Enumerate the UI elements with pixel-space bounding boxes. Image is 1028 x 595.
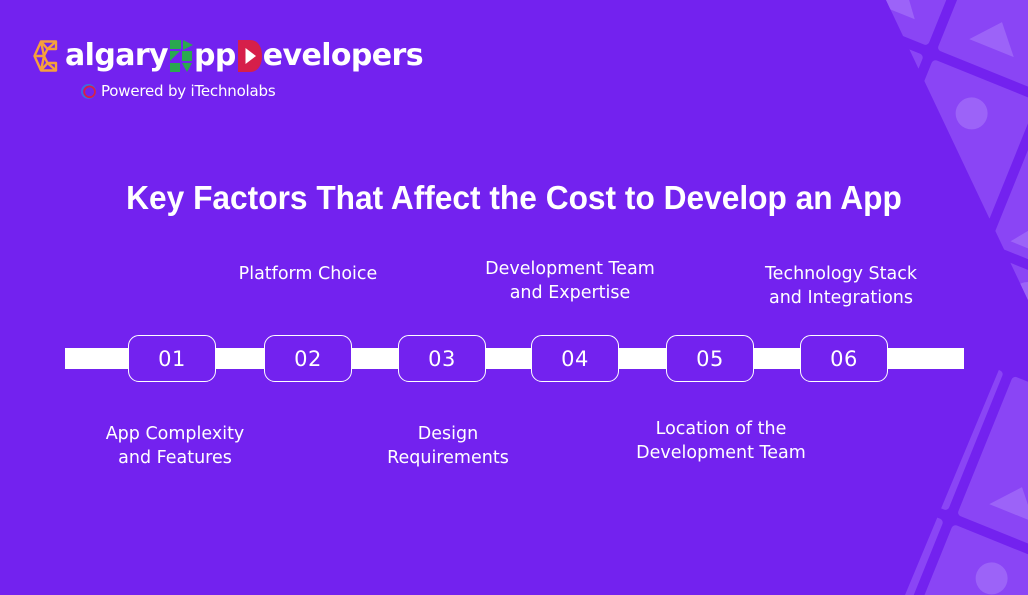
step-label-06: Technology Stack and Integrations: [764, 264, 918, 309]
step-number-04: 04: [561, 346, 589, 371]
logo-word-app: pp: [194, 38, 236, 73]
itechnolabs-ring-icon: [80, 83, 97, 100]
brand-logo[interactable]: algary pp: [32, 36, 424, 100]
step-number-02: 02: [294, 346, 322, 371]
label-slot-03: Design Requirements: [318, 422, 578, 470]
timeline-step-04[interactable]: 04: [531, 335, 619, 382]
step-number-01: 01: [158, 346, 186, 371]
hexagon-c-icon: [32, 38, 65, 74]
logo-word-developers: evelopers: [262, 38, 424, 73]
label-slot-01: App Complexity and Features: [45, 422, 305, 470]
step-number-05: 05: [696, 346, 724, 371]
step-label-02: Platform Choice: [238, 264, 378, 284]
step-label-04: Development Team and Expertise: [485, 259, 655, 304]
page-title: Key Factors That Affect the Cost to Deve…: [126, 179, 902, 217]
logo-wordmark: algary pp: [32, 36, 424, 76]
triangle-a-icon: [168, 39, 194, 73]
timeline-step-01[interactable]: 01: [128, 335, 216, 382]
timeline-step-06[interactable]: 06: [800, 335, 888, 382]
step-number-03: 03: [428, 346, 456, 371]
logo-tagline-row: Powered by iTechnolabs: [80, 82, 362, 100]
timeline-step-05[interactable]: 05: [666, 335, 754, 382]
play-d-icon: [236, 39, 263, 73]
timeline-step-03[interactable]: 03: [398, 335, 486, 382]
timeline-step-02[interactable]: 02: [264, 335, 352, 382]
step-label-05: Location of the Development Team: [636, 419, 806, 464]
label-slot-04: Development Team and Expertise: [440, 257, 700, 305]
timeline-track: 01 02 03 04 05 06: [65, 335, 964, 383]
logo-word-calgary: algary: [65, 38, 169, 73]
label-slot-02: Platform Choice: [178, 262, 438, 286]
label-slot-05: Location of the Development Team: [591, 417, 851, 465]
logo-tagline-text: Powered by iTechnolabs: [101, 82, 276, 100]
step-label-01: App Complexity and Features: [105, 424, 245, 469]
label-slot-06: Technology Stack and Integrations: [711, 262, 971, 310]
step-number-06: 06: [830, 346, 858, 371]
step-label-03: Design Requirements: [387, 424, 509, 469]
